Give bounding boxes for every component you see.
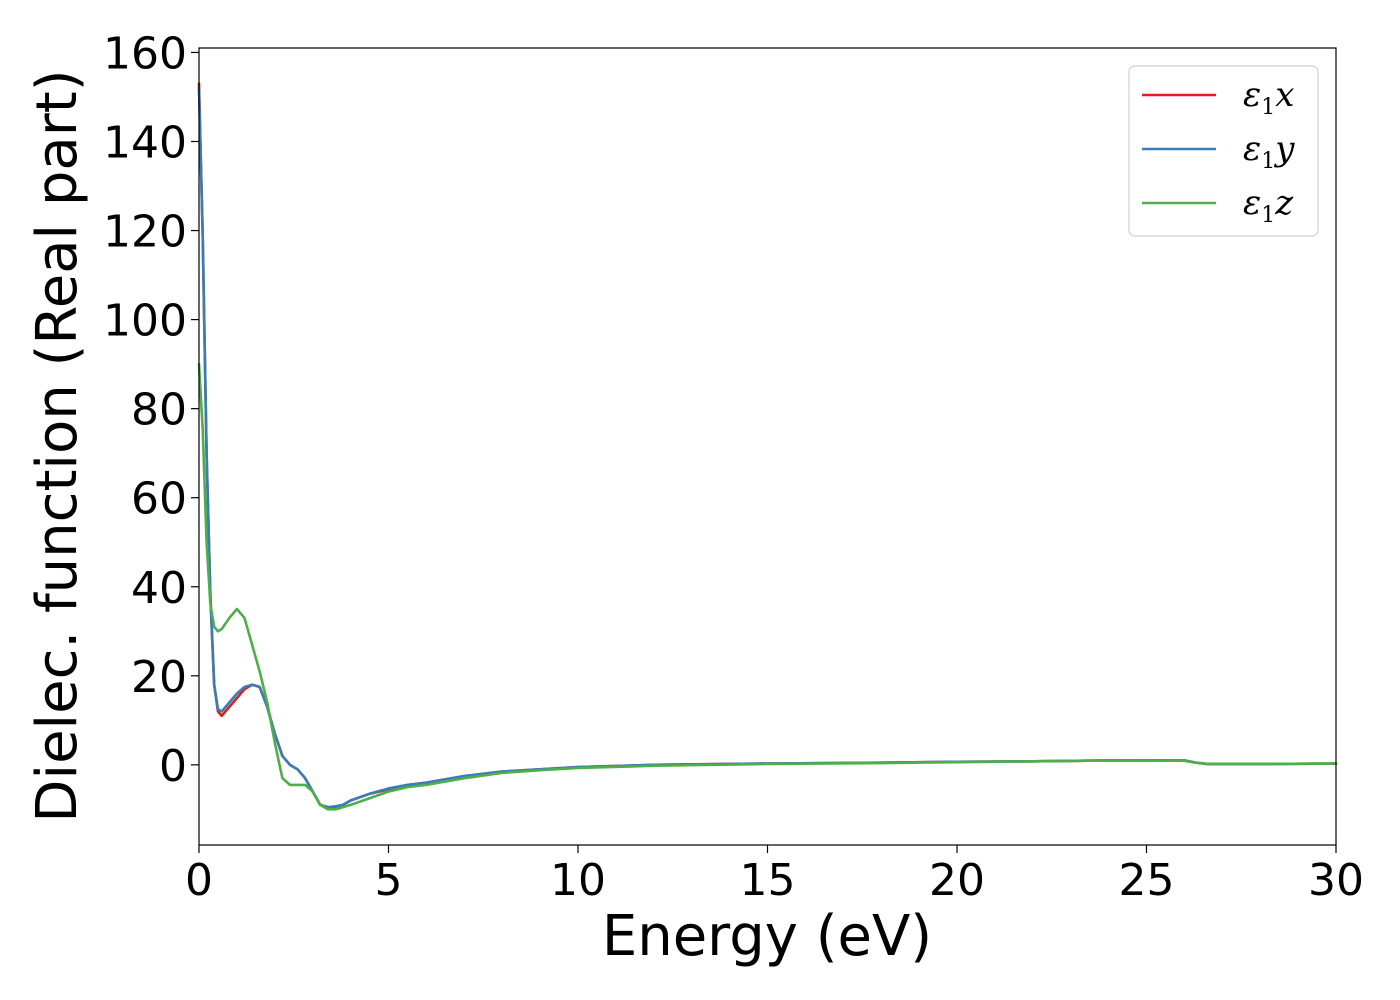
legend-label-base: ε bbox=[1243, 183, 1261, 223]
legend-label-x: ε1x bbox=[1243, 75, 1294, 120]
series-layer bbox=[197, 82, 1338, 811]
y-axis-ticks: 0 20 40 60 80 100 120 140 160 bbox=[103, 28, 199, 792]
x-tick-label: 15 bbox=[740, 855, 796, 906]
x-tick-label: 30 bbox=[1308, 855, 1364, 906]
legend-label-variable: z bbox=[1274, 183, 1294, 223]
y-tick-label: 140 bbox=[103, 118, 187, 169]
x-tick-label: 20 bbox=[929, 855, 985, 906]
y-tick-label: 40 bbox=[131, 563, 187, 614]
legend-label-subscript: 1 bbox=[1261, 203, 1275, 228]
y-tick-label: 20 bbox=[131, 652, 187, 703]
y-tick-label: 120 bbox=[103, 207, 187, 258]
x-tick-label: 25 bbox=[1119, 855, 1175, 906]
y-tick-label: 160 bbox=[103, 28, 187, 79]
legend-label-variable: x bbox=[1275, 75, 1294, 115]
y-tick-label: 60 bbox=[131, 474, 187, 525]
legend-label-variable: y bbox=[1273, 129, 1295, 169]
legend-box bbox=[1128, 65, 1319, 237]
x-axis-label: Energy (eV) bbox=[602, 904, 932, 969]
x-tick-label: 5 bbox=[375, 855, 403, 906]
x-tick-label: 10 bbox=[550, 855, 606, 906]
y-axis-label: Dielec. function (Real part) bbox=[25, 69, 90, 822]
legend-label-y: ε1y bbox=[1243, 129, 1295, 174]
legend-label-base: ε bbox=[1243, 129, 1261, 169]
y-tick-label: 100 bbox=[103, 296, 187, 347]
legend-label-base: ε bbox=[1243, 75, 1261, 115]
y-tick-label: 0 bbox=[159, 741, 187, 792]
legend-label-z: ε1z bbox=[1243, 183, 1294, 228]
x-axis-ticks: 0 5 10 15 20 25 30 bbox=[185, 845, 1364, 906]
x-tick-label: 0 bbox=[185, 855, 213, 906]
series-line-z bbox=[197, 362, 1338, 811]
y-tick-label: 80 bbox=[131, 385, 187, 436]
legend-label-subscript: 1 bbox=[1261, 149, 1275, 174]
legend-label-subscript: 1 bbox=[1261, 95, 1275, 120]
